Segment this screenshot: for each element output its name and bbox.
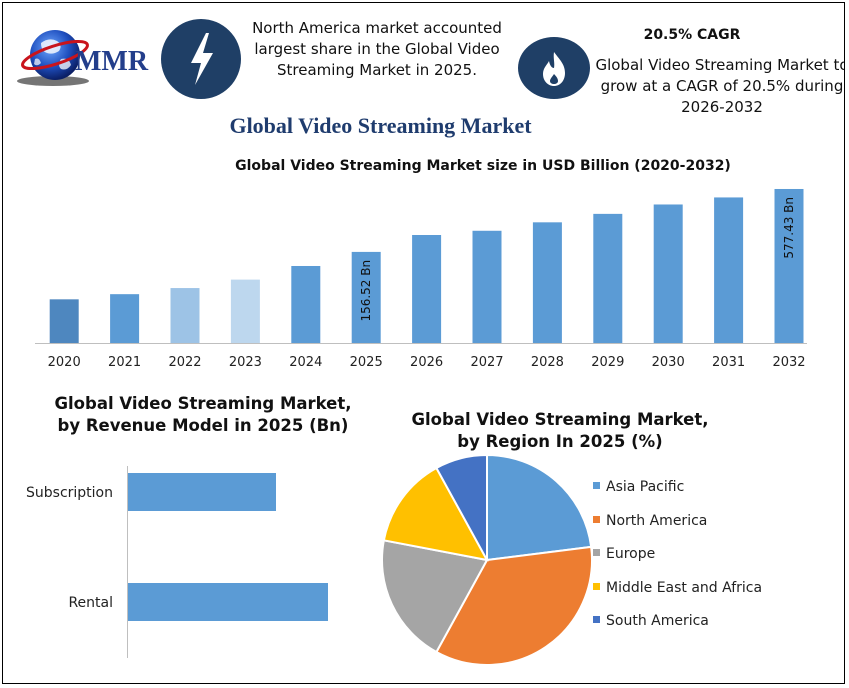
pie-slice-asia-pacific (486, 453, 593, 562)
legend-label: Asia Pacific (606, 479, 685, 495)
legend-item-europe: Europe (593, 546, 655, 562)
legend-swatch (593, 549, 600, 556)
legend-item-asia-pacific: Asia Pacific (593, 479, 684, 495)
legend-swatch (593, 616, 600, 623)
bar-2023 (230, 279, 260, 343)
main-title: Global Video Streaming Market (229, 113, 532, 138)
pie-slice-north-america (435, 545, 593, 666)
bar-chart-title: Global Video Streaming Market size in US… (235, 158, 731, 174)
legend-label: North America (606, 512, 708, 529)
flame-icon-circle (518, 37, 590, 99)
globe-icon (17, 30, 89, 86)
lightning-icon-circle (161, 19, 241, 99)
bar-2021 (110, 294, 140, 343)
flame-icon (543, 52, 565, 86)
x-tick-label-2029: 2029 (591, 355, 624, 370)
logo-text: MMR (75, 46, 149, 77)
legend-label: Middle East and Africa (606, 579, 763, 596)
x-tick-label-2026: 2026 (410, 355, 443, 370)
x-tick-label-2028: 2028 (531, 355, 564, 370)
x-tick-label-2030: 2030 (652, 355, 685, 370)
cagr-heading: 20.5% CAGR (643, 27, 741, 43)
bar-2025 (351, 251, 381, 343)
category-label-rental: Rental (68, 595, 113, 611)
x-tick-label-2031: 2031 (712, 355, 745, 370)
north-america-info: North America market accounted largest s… (252, 19, 502, 79)
cagr-info: Global Video Streaming Market to grow at… (595, 56, 845, 116)
pie-slice-middle-east-and-africa (382, 466, 489, 562)
bar-2032 (774, 188, 804, 343)
region-title: Global Video Streaming Market, by Region… (411, 410, 709, 451)
hbar-rental (128, 583, 328, 621)
x-tick-label-2025: 2025 (350, 355, 383, 370)
legend-swatch (593, 482, 600, 489)
legend-item-middle-east-and-africa: Middle East and Africa (593, 580, 762, 596)
bar-2027 (472, 230, 502, 343)
legend-label: South America (606, 613, 709, 629)
lightning-bolt-icon (191, 33, 213, 85)
x-tick-label-2032: 2032 (772, 355, 805, 370)
x-tick-label-2021: 2021 (108, 355, 141, 370)
data-label-2025: 156.52 Bn (359, 260, 373, 322)
bar-2024 (291, 265, 321, 343)
x-tick-label-2020: 2020 (48, 355, 81, 370)
legend-item-north-america: North America (593, 513, 707, 529)
legend-swatch (593, 582, 600, 590)
data-label-2032: 577.43 Bn (782, 197, 796, 259)
legend-item-south-america: South America (593, 613, 709, 629)
bar-2029 (593, 213, 623, 343)
bar-2020 (49, 299, 79, 343)
x-tick-label-2024: 2024 (289, 355, 322, 370)
revenue-model-bar-chart: Subscription Rental (26, 466, 328, 658)
category-label-subscription: Subscription (26, 485, 113, 501)
bar-2028 (532, 222, 562, 343)
bar-2022 (170, 288, 200, 343)
bar-2031 (714, 197, 744, 343)
x-tick-label-2027: 2027 (470, 355, 503, 370)
legend-label: Europe (606, 546, 656, 562)
hbar-subscription (128, 473, 276, 511)
bar-2030 (653, 204, 683, 343)
region-pie-chart (381, 453, 593, 666)
pie-slice-europe (381, 539, 489, 654)
bar-2026 (412, 235, 442, 343)
mmr-logo: MMR (13, 25, 158, 87)
pie-slice-south-america (435, 453, 488, 561)
x-tick-label-2022: 2022 (168, 355, 201, 370)
legend-swatch (593, 515, 600, 523)
revenue-model-title: Global Video Streaming Market, by Revenu… (54, 394, 352, 435)
x-tick-label-2023: 2023 (229, 355, 262, 370)
market-size-bar-chart: 2020 2021 2022 2023 2024 2025 156.52 Bn 2026 202… (35, 188, 807, 370)
